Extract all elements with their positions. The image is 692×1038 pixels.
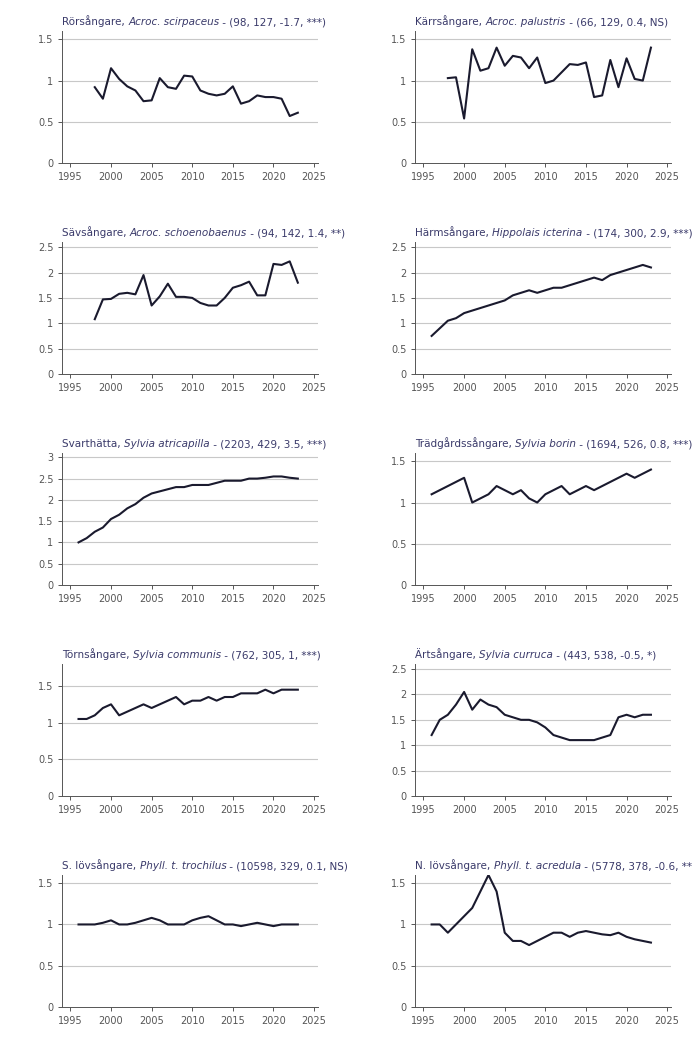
Text: Svarthätta,: Svarthätta, (62, 439, 124, 449)
Text: Sylvia communis: Sylvia communis (133, 650, 221, 660)
Text: Sylvia atricapilla: Sylvia atricapilla (124, 439, 210, 449)
Text: - (10598, 329, 0.1, NS): - (10598, 329, 0.1, NS) (226, 862, 348, 871)
Text: Acroc. schoenobaenus: Acroc. schoenobaenus (130, 228, 247, 238)
Text: Törnsångare,: Törnsångare, (62, 648, 133, 660)
Text: Phyll. t. trochilus: Phyll. t. trochilus (140, 862, 226, 871)
Text: Kärrsångare,: Kärrsångare, (415, 16, 486, 27)
Text: - (1694, 526, 0.8, ***): - (1694, 526, 0.8, ***) (576, 439, 692, 449)
Text: Rörsångare,: Rörsångare, (62, 16, 128, 27)
Text: N. lövsångare,: N. lövsångare, (415, 859, 494, 871)
Text: - (443, 538, -0.5, *): - (443, 538, -0.5, *) (554, 650, 657, 660)
Text: Phyll. t. acredula: Phyll. t. acredula (494, 862, 581, 871)
Text: Hippolais icterina: Hippolais icterina (493, 228, 583, 238)
Text: - (94, 142, 1.4, **): - (94, 142, 1.4, **) (247, 228, 345, 238)
Text: Sävsångare,: Sävsångare, (62, 226, 130, 238)
Text: - (2203, 429, 3.5, ***): - (2203, 429, 3.5, ***) (210, 439, 326, 449)
Text: Trädgårdssångare,: Trädgårdssångare, (415, 437, 516, 449)
Text: Ärtsångare,: Ärtsångare, (415, 648, 480, 660)
Text: - (5778, 378, -0.6, ***): - (5778, 378, -0.6, ***) (581, 862, 692, 871)
Text: Sylvia borin: Sylvia borin (516, 439, 576, 449)
Text: - (66, 129, 0.4, NS): - (66, 129, 0.4, NS) (566, 18, 668, 27)
Text: Acroc. palustris: Acroc. palustris (486, 18, 566, 27)
Text: Acroc. scirpaceus: Acroc. scirpaceus (128, 18, 219, 27)
Text: Härmsångare,: Härmsångare, (415, 226, 493, 238)
Text: - (762, 305, 1, ***): - (762, 305, 1, ***) (221, 650, 321, 660)
Text: S. lövsångare,: S. lövsångare, (62, 859, 140, 871)
Text: - (98, 127, -1.7, ***): - (98, 127, -1.7, ***) (219, 18, 327, 27)
Text: Sylvia curruca: Sylvia curruca (480, 650, 554, 660)
Text: - (174, 300, 2.9, ***): - (174, 300, 2.9, ***) (583, 228, 692, 238)
